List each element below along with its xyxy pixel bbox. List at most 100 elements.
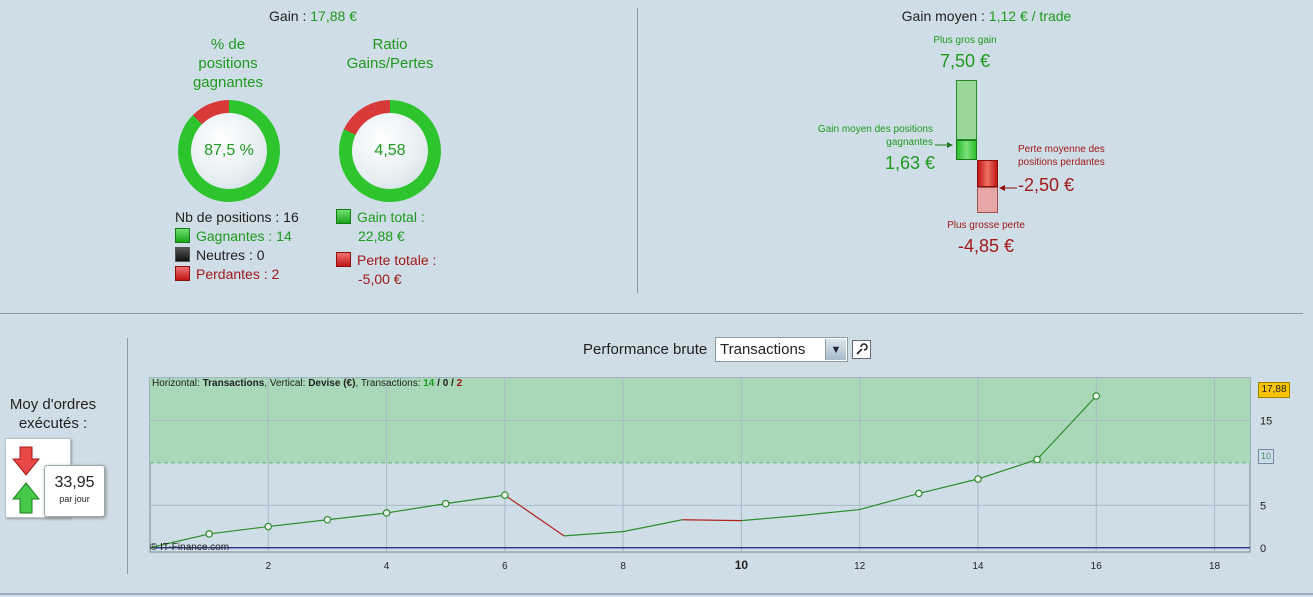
order-arrows-icon (12, 446, 40, 514)
copyright: © IT-Finance.com (150, 542, 230, 553)
max-loss-bar (977, 187, 998, 213)
gain-moyen-label: Gain moyen : (901, 8, 985, 24)
wrench-icon[interactable] (852, 340, 871, 359)
chart-info: Horizontal: Transactions, Vertical: Devi… (152, 378, 462, 389)
totals-legend: Gain total : 22,88 € Perte totale : -5,0… (336, 208, 436, 289)
losing-count: Perdantes : 2 (196, 266, 280, 282)
y-tick-label: 5 (1260, 500, 1266, 512)
x-tick-label: 2 (265, 561, 271, 572)
data-point (441, 499, 450, 508)
x-tick-label: 18 (1209, 561, 1221, 572)
gain-moyen-positions-value: 1,63 € (884, 153, 936, 173)
series-segment (563, 531, 624, 537)
vertical-divider (637, 8, 638, 293)
x-tick-label: 12 (854, 561, 866, 572)
performance-title: Performance brute (583, 341, 708, 358)
plus-grosse-perte-label: Plus grosse perte (947, 220, 1025, 231)
series-segment (977, 458, 1038, 480)
donut2-title-line2: Gains/Pertes (346, 55, 434, 72)
perte-totale-value: -5,00 € (358, 271, 402, 287)
black-square-icon (175, 247, 190, 262)
per-day-value: 33,95 (54, 474, 95, 491)
select-value: Transactions (720, 341, 806, 358)
info-h-prefix: Horizontal: (152, 378, 203, 389)
series-segment (918, 478, 979, 495)
gain-heading: Gain : 17,88 € (0, 8, 626, 24)
neutral-count: Neutres : 0 (196, 247, 265, 263)
moy-ordres-line1: Moy d'ordres (9, 396, 97, 413)
perte-moyenne-value: -2,50 € (1018, 175, 1075, 195)
info-t-lose: 2 (456, 378, 463, 389)
donut1-title: % de positions gagnantes (168, 35, 288, 92)
info-v-prefix: , Vertical: (264, 378, 309, 389)
x-tick-label: 8 (620, 561, 626, 572)
x-tick-label: 6 (502, 561, 508, 572)
series-segment (268, 519, 328, 528)
gain-value: 17,88 € (310, 8, 357, 24)
green-square-icon (175, 228, 190, 243)
data-point (1092, 392, 1101, 400)
y-tick-label: 15 (1260, 415, 1272, 427)
info-t-win: 14 (423, 378, 435, 389)
per-day-box: 33,95 par jour (44, 465, 105, 517)
series-segment (504, 494, 565, 537)
series-segment (149, 533, 210, 549)
data-point (382, 509, 391, 517)
donut1-title-line1: % de (210, 36, 246, 53)
data-point (323, 515, 332, 524)
threshold-badge: 10 (1258, 449, 1274, 464)
gain-total-value: 22,88 € (358, 228, 405, 244)
winning-positions-donut: 87,5 % (178, 100, 280, 202)
perte-moyenne-line2: positions perdantes (1018, 157, 1105, 168)
chevron-down-icon[interactable]: ▼ (825, 339, 846, 360)
series-segment (1036, 395, 1097, 460)
transactions-select[interactable]: Transactions ▼ (715, 337, 848, 362)
series-segment (682, 519, 742, 522)
y-tick-label: 0 (1260, 543, 1266, 555)
info-t-sep2: / (448, 378, 457, 389)
series-segment (209, 525, 269, 535)
red-square-icon (336, 252, 351, 267)
donut2-title-line1: Ratio (372, 36, 408, 53)
data-point (974, 475, 982, 483)
gain-moyen-positions-line2: gagnantes (886, 137, 933, 148)
series-segment (445, 494, 505, 505)
info-h: Transactions (202, 378, 265, 389)
moy-ordres-label: Moy d'ordres exécutés : (0, 395, 106, 433)
series-segment (859, 492, 919, 511)
plus-gros-gain-label: Plus gros gain (933, 35, 997, 46)
donut2-value: 4,58 (352, 113, 428, 189)
arrow-right-icon (935, 137, 953, 148)
info-t-neutral: 0 (442, 378, 449, 389)
moy-ordres-line2: exécutés : (18, 415, 88, 432)
performance-chart: 2 4 6 8 10 12 14 16 18 0 5 15 (149, 377, 1272, 572)
data-point (915, 489, 923, 498)
gain-total-label: Gain total : (357, 209, 425, 225)
current-value-badge: 17,88 (1258, 382, 1290, 398)
max-gain-bar (956, 80, 977, 140)
avg-loss-bar (977, 160, 998, 187)
winning-count: Gagnantes : 14 (196, 228, 292, 244)
data-point (501, 491, 509, 499)
gain-moyen-positions-label: Gain moyen des positions gagnantes (790, 123, 933, 149)
info-t-prefix: , Transactions: (355, 378, 424, 389)
donut2-title: Ratio Gains/Pertes (330, 35, 450, 73)
perte-moyenne-line1: Perte moyenne des (1018, 144, 1105, 155)
per-day-label: par jour (59, 494, 90, 504)
horizontal-divider (0, 313, 1303, 314)
series-segment (386, 503, 446, 514)
info-t-sep1: / (434, 378, 443, 389)
donut1-title-line2: positions (198, 55, 258, 72)
vertical-divider-bottom (127, 338, 128, 574)
data-point (264, 522, 273, 531)
ratio-gains-losses-donut: 4,58 (339, 100, 441, 202)
gain-moyen-heading: Gain moyen : 1,12 € / trade (640, 8, 1313, 24)
plus-gros-gain-value: 7,50 € (939, 51, 991, 71)
bottom-border (0, 593, 1313, 595)
x-tick-label: 14 (972, 561, 984, 572)
arrow-left-icon (999, 180, 1017, 191)
data-point (205, 530, 213, 538)
series-segment (623, 519, 683, 533)
plus-grosse-perte-value: -4,85 € (957, 236, 1015, 256)
perte-totale-label: Perte totale : (357, 252, 437, 268)
